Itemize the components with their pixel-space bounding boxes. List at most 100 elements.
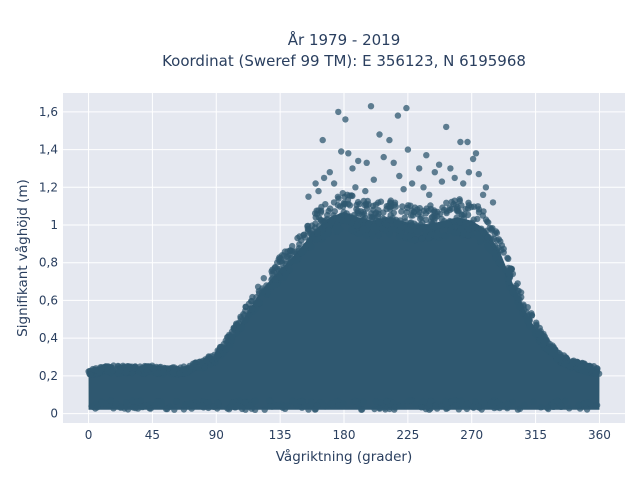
- data-point: [464, 211, 472, 219]
- data-point: [363, 159, 370, 166]
- data-point: [377, 198, 385, 205]
- data-point: [442, 397, 449, 405]
- y-tick-label: 1,2: [39, 180, 58, 194]
- data-point: [395, 233, 403, 240]
- data-point: [132, 404, 139, 412]
- data-point: [407, 212, 415, 219]
- data-point: [383, 398, 391, 405]
- data-point: [463, 405, 471, 413]
- data-point: [524, 318, 531, 325]
- data-point: [281, 248, 289, 255]
- data-point: [330, 212, 337, 219]
- data-point: [98, 398, 106, 405]
- data-point: [533, 319, 540, 326]
- data-point: [416, 165, 423, 172]
- data-point: [320, 233, 327, 240]
- data-point: [520, 301, 527, 308]
- data-point: [431, 224, 438, 231]
- data-point: [469, 155, 477, 163]
- data-point: [585, 363, 592, 370]
- data-point: [456, 196, 463, 203]
- data-point: [408, 180, 416, 187]
- data-point: [490, 235, 498, 243]
- data-point: [370, 223, 377, 230]
- data-point: [412, 400, 419, 408]
- data-point: [170, 366, 178, 373]
- data-point: [423, 152, 430, 159]
- data-point: [370, 206, 377, 214]
- y-tick-label: 1,6: [39, 105, 58, 119]
- data-point: [104, 368, 111, 375]
- data-point: [497, 260, 504, 268]
- data-point: [139, 403, 146, 411]
- data-point: [470, 203, 478, 210]
- data-point: [420, 397, 427, 405]
- data-point: [526, 323, 533, 330]
- data-point: [246, 402, 254, 409]
- data-point: [379, 225, 386, 232]
- data-point: [397, 224, 405, 231]
- data-point: [460, 180, 467, 187]
- data-point: [451, 174, 458, 182]
- data-point: [305, 193, 312, 200]
- data-point: [351, 211, 358, 218]
- data-point: [88, 403, 95, 410]
- data-point: [545, 346, 552, 354]
- data-point: [464, 400, 471, 407]
- data-point: [320, 174, 328, 182]
- data-point: [205, 404, 212, 412]
- data-point: [158, 398, 165, 406]
- data-point: [247, 305, 255, 313]
- data-point: [386, 136, 393, 144]
- data-point: [162, 405, 170, 413]
- data-point: [474, 233, 482, 240]
- data-point: [251, 406, 259, 413]
- data-point: [505, 401, 512, 408]
- data-point: [228, 328, 236, 335]
- data-point: [268, 403, 276, 410]
- data-point: [281, 405, 289, 412]
- data-point: [470, 403, 477, 411]
- data-point: [441, 218, 448, 225]
- data-point: [276, 254, 283, 261]
- y-tick-label: 0,6: [39, 293, 58, 307]
- data-point: [443, 123, 450, 131]
- x-tick-label: 180: [333, 428, 356, 442]
- data-point: [497, 238, 504, 245]
- data-point: [359, 227, 366, 234]
- data-point: [536, 324, 543, 332]
- data-point: [198, 359, 205, 366]
- data-point: [238, 325, 245, 332]
- data-point: [362, 187, 369, 195]
- data-point: [484, 234, 491, 241]
- data-point: [252, 397, 259, 404]
- data-point: [451, 229, 458, 237]
- data-point: [382, 406, 389, 413]
- data-point: [413, 222, 420, 229]
- data-point: [440, 206, 448, 214]
- data-point: [569, 358, 576, 365]
- data-point: [452, 402, 459, 409]
- data-point: [472, 398, 479, 405]
- data-point: [465, 232, 472, 239]
- data-point: [530, 398, 537, 405]
- data-point: [258, 289, 266, 296]
- data-point: [432, 214, 439, 222]
- x-tick-label: 45: [145, 428, 160, 442]
- data-point: [583, 406, 591, 413]
- data-point: [338, 148, 345, 155]
- data-point: [399, 402, 406, 410]
- data-point: [469, 222, 476, 229]
- data-point: [441, 232, 448, 239]
- data-point: [407, 397, 414, 404]
- data-point: [137, 397, 144, 404]
- data-point: [422, 405, 430, 413]
- data-point: [349, 192, 356, 200]
- data-point: [252, 299, 259, 307]
- data-point: [355, 157, 362, 165]
- data-point: [478, 225, 485, 232]
- data-point: [574, 359, 581, 367]
- data-point: [330, 180, 338, 187]
- data-point: [391, 201, 398, 208]
- data-point: [171, 406, 178, 413]
